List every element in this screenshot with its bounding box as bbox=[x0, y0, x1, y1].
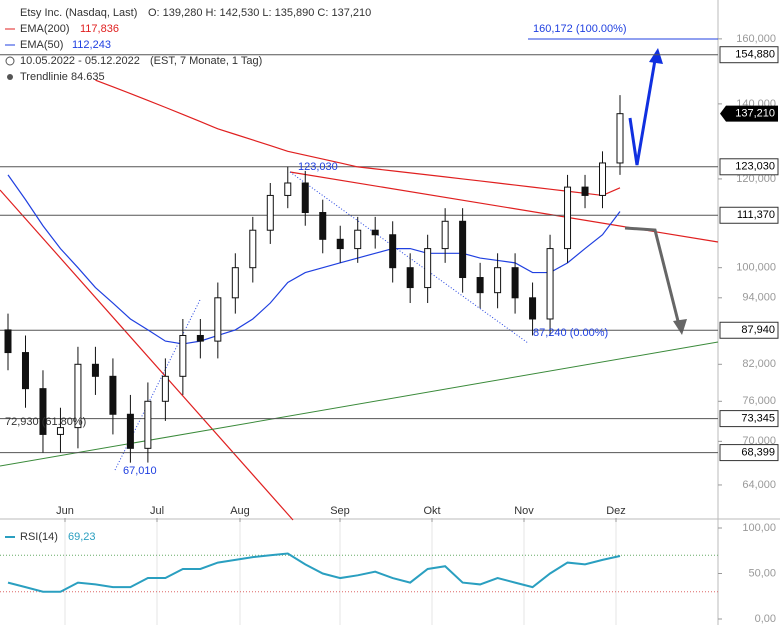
candle-body bbox=[284, 182, 292, 196]
level-box bbox=[719, 410, 779, 428]
date-range: 10.05.2022 - 05.12.2022 bbox=[20, 55, 140, 67]
trend-icon bbox=[7, 74, 13, 80]
candle-body bbox=[91, 363, 99, 377]
candle-body bbox=[441, 220, 449, 250]
x-tick-label: Nov bbox=[514, 505, 534, 517]
y-tick-label: 76,000 bbox=[742, 395, 776, 407]
level-box bbox=[719, 206, 779, 224]
level-label: 111,370 bbox=[737, 209, 775, 221]
level-label: 73,345 bbox=[741, 413, 775, 425]
level-label: 68,399 bbox=[741, 446, 775, 458]
candle-body bbox=[161, 375, 169, 402]
y-tick-label: 64,000 bbox=[742, 479, 776, 491]
x-tick-label: Okt bbox=[423, 505, 440, 517]
annotation: 160,172 (100.00%) bbox=[533, 23, 627, 35]
annotation: 123,030 bbox=[298, 161, 338, 173]
candle-body bbox=[459, 220, 467, 279]
rsi-value: 69,23 bbox=[68, 531, 96, 543]
last-price-box bbox=[720, 105, 778, 122]
ema-line bbox=[7, 174, 621, 345]
rsi-line bbox=[7, 552, 621, 593]
candle-body bbox=[406, 267, 414, 289]
candle-body bbox=[39, 388, 47, 435]
y-tick-label: 120,000 bbox=[736, 173, 776, 185]
level-box bbox=[719, 321, 779, 339]
level-label: 87,940 bbox=[741, 324, 775, 336]
rsi-tick-label: 100,00 bbox=[742, 522, 776, 534]
ohlc: O: 139,280 H: 142,530 L: 135,890 C: 137,… bbox=[148, 7, 371, 19]
annotation: 72,930 (61.80%) bbox=[5, 416, 86, 428]
level-label: 123,030 bbox=[735, 161, 775, 173]
x-tick-label: Dez bbox=[606, 505, 626, 517]
level-box bbox=[719, 158, 779, 176]
candle-body bbox=[564, 186, 572, 250]
candle-body bbox=[336, 238, 344, 250]
candle-body bbox=[494, 267, 502, 294]
x-tick-label: Jun bbox=[56, 505, 74, 517]
candle-body bbox=[21, 352, 29, 390]
rsi-tick-label: 50,00 bbox=[748, 567, 776, 579]
ema-line bbox=[95, 79, 621, 197]
arrow-head bbox=[673, 319, 687, 335]
fib-line bbox=[289, 171, 529, 344]
candle-body bbox=[74, 363, 82, 429]
chart-title: Etsy Inc. (Nasdaq, Last) bbox=[20, 7, 137, 19]
x-tick-label: Aug bbox=[230, 505, 250, 517]
legend-value: 112,243 bbox=[72, 39, 111, 51]
candle-body bbox=[109, 375, 117, 415]
candle-body bbox=[599, 162, 607, 196]
x-tick-label: Jul bbox=[150, 505, 164, 517]
candle-body bbox=[266, 194, 274, 231]
candle-body bbox=[249, 229, 257, 269]
rsi-label: RSI(14) bbox=[20, 531, 58, 543]
candle-body bbox=[529, 297, 537, 320]
trendline bbox=[0, 189, 294, 521]
annotation: 67,010 bbox=[123, 465, 157, 477]
legend-value: 117,836 bbox=[80, 23, 119, 35]
level-label: 154,880 bbox=[735, 49, 775, 61]
candle-body bbox=[389, 234, 397, 269]
date-range-note: (EST, 7 Monate, 1 Tag) bbox=[150, 55, 262, 67]
y-tick-label: 160,000 bbox=[736, 33, 776, 45]
candle-body bbox=[424, 248, 432, 289]
arrow bbox=[624, 226, 681, 326]
candle-body bbox=[4, 329, 12, 354]
clock-icon bbox=[5, 56, 15, 66]
candle-body bbox=[196, 334, 204, 342]
candle-body bbox=[476, 277, 484, 294]
level-box bbox=[719, 444, 779, 462]
candle-body bbox=[354, 229, 362, 250]
candle-body bbox=[319, 212, 327, 240]
candle-body bbox=[179, 334, 187, 377]
candle-body bbox=[126, 413, 134, 449]
level-box bbox=[719, 46, 779, 64]
y-tick-label: 94,000 bbox=[742, 292, 776, 304]
candle-body bbox=[581, 186, 589, 196]
candle-body bbox=[371, 229, 379, 236]
candle-body bbox=[231, 267, 239, 299]
candle-body bbox=[616, 113, 624, 164]
rsi-tick-label: 0,00 bbox=[755, 613, 776, 625]
candle-body bbox=[56, 427, 64, 435]
legend-label: EMA(200) bbox=[20, 23, 70, 35]
candle-body bbox=[511, 267, 519, 299]
last-price-label: 137,210 bbox=[735, 108, 775, 120]
annotation: 87,240 (0.00%) bbox=[533, 327, 608, 339]
candle-body bbox=[546, 248, 554, 320]
y-tick-label: 100,000 bbox=[736, 262, 776, 274]
x-tick-label: Sep bbox=[330, 505, 350, 517]
candle-body bbox=[144, 400, 152, 449]
trendline bbox=[0, 341, 719, 467]
candle-body bbox=[214, 297, 222, 342]
trend-label: Trendlinie 84.635 bbox=[20, 71, 105, 83]
arrow-head bbox=[649, 48, 663, 64]
arrow bbox=[628, 59, 657, 166]
legend-label: EMA(50) bbox=[20, 39, 63, 51]
y-tick-label: 82,000 bbox=[742, 358, 776, 370]
candle-body bbox=[301, 182, 309, 214]
